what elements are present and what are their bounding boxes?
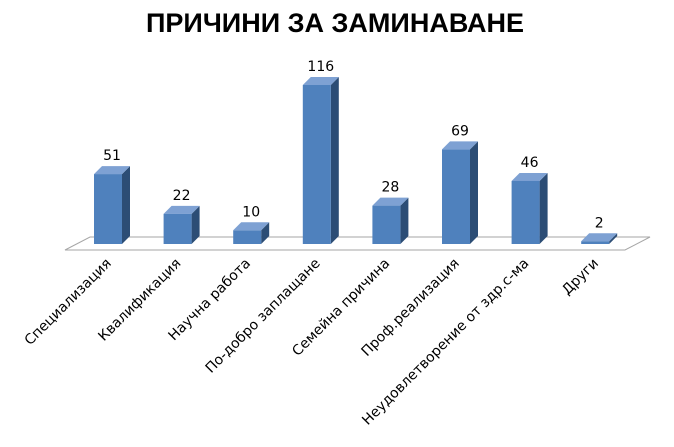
chart-title: ПРИЧИНИ ЗА ЗАМИНАВАНЕ: [146, 8, 524, 38]
value-label: 10: [242, 204, 260, 220]
value-label: 22: [173, 188, 191, 204]
bar: [94, 174, 122, 244]
bar-side: [470, 141, 478, 244]
bar-side: [261, 222, 270, 244]
bar: [581, 241, 610, 244]
bar-top: [581, 233, 618, 242]
bar-top: [233, 222, 270, 231]
x-tick-label: По-добро заплащане: [203, 256, 324, 377]
value-label: 51: [103, 148, 121, 164]
bar-side: [400, 197, 409, 244]
bar-top: [442, 141, 478, 150]
x-tick-label: Други: [559, 256, 602, 299]
bar-top: [163, 205, 200, 214]
bar: [511, 180, 540, 244]
bar: [372, 205, 401, 244]
bar: [163, 213, 192, 244]
bar-side: [122, 166, 130, 244]
bar: [302, 85, 331, 244]
value-label: 28: [381, 180, 399, 196]
bar-side: [191, 205, 200, 244]
bar-side: [609, 233, 618, 244]
bar-side: [330, 77, 339, 244]
bar-top: [372, 197, 409, 206]
bar-top: [511, 172, 548, 181]
bar: [233, 230, 262, 244]
bar-side: [539, 172, 548, 244]
value-label: 116: [307, 59, 334, 75]
bar-top: [94, 166, 130, 175]
value-label: 2: [595, 215, 604, 231]
value-label: 46: [521, 155, 539, 171]
value-label: 69: [451, 123, 469, 139]
floor: [64, 236, 651, 251]
bar-top: [302, 77, 339, 85]
bar: [442, 149, 470, 244]
